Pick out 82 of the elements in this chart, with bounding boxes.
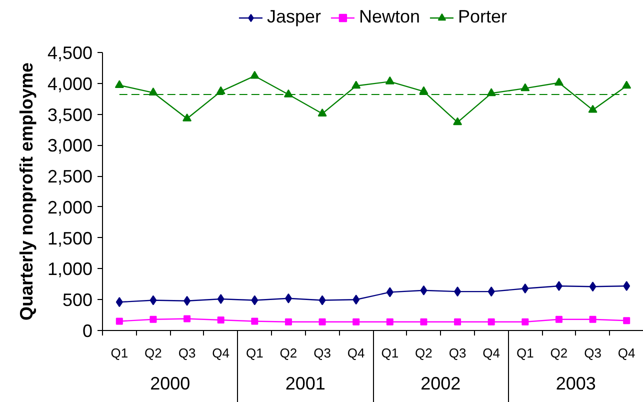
point [522,318,529,326]
point [385,76,394,84]
point [217,294,224,304]
point [216,86,226,94]
point [284,318,292,326]
x-tick-label: Q2 [550,346,568,360]
y-tick-label: 1,500 [47,228,93,248]
y-tick-label: 2,500 [47,166,93,187]
point [622,80,632,89]
legend-label: Porter [458,6,508,28]
y-tick-label: 500 [62,290,93,310]
x-tick-label: Q4 [347,346,365,360]
x-tick-label: Q2 [415,346,432,360]
point [318,318,326,326]
text: 2000 [150,374,190,394]
y-axis-title: Quarterly nonprofit employme [16,62,36,321]
point [386,287,394,298]
y-tick-label: 3,500 [47,104,93,125]
point [420,318,428,326]
point [184,296,191,306]
point [554,78,564,86]
point [453,117,462,126]
point [318,295,326,306]
point [454,318,462,326]
x-tick-label: Q4 [212,346,230,360]
legend-label: Jasper [266,6,321,28]
x-tick-label: Q3 [448,346,466,360]
point [352,318,360,326]
point [454,286,462,297]
text: 2002 [420,374,461,394]
point [486,88,496,96]
point [420,285,428,296]
text: 2003 [556,374,596,394]
point [184,315,191,322]
point [114,80,124,88]
y-tick-label: 0 [82,321,93,341]
x-tick-label: Q2 [280,346,298,360]
point [522,283,529,294]
x-tick-label: Q2 [144,346,162,360]
point [555,281,562,292]
point [217,316,224,324]
y-tick-label: 1,000 [47,259,93,280]
y-tick-label: 4,000 [47,74,93,94]
point [284,89,293,98]
point [520,83,530,92]
point [150,295,157,306]
x-tick-label: Q4 [482,346,500,360]
point [488,318,495,326]
point [352,294,360,305]
point [251,318,258,325]
point [555,316,562,323]
point [318,108,327,116]
point [148,88,158,96]
point [623,317,630,324]
point [623,281,630,292]
y-tick-label: 4,500 [47,43,93,63]
point [419,86,428,94]
y-tick-label: 3,000 [47,136,93,156]
x-tick-label: Q3 [314,346,331,360]
point [182,113,192,122]
point [250,70,260,79]
point [589,316,596,323]
x-tick-label: Q1 [110,346,128,360]
x-tick-label: Q1 [381,346,399,360]
point [588,104,598,113]
point [488,286,495,297]
point [352,80,361,89]
legend-label: Newton [358,6,420,28]
text: 2001 [285,374,326,394]
point [284,293,292,304]
y-tick-label: 2,000 [47,197,93,218]
x-tick-label: Q1 [516,346,534,360]
x-tick-label: Q3 [178,346,196,360]
point [386,318,394,326]
x-tick-label: Q1 [246,346,264,360]
x-tick-label: Q4 [618,346,636,360]
point [116,318,123,325]
x-tick-label: Q3 [584,346,602,360]
point [589,282,596,292]
point [150,316,157,323]
point [116,297,123,308]
point [251,295,258,306]
